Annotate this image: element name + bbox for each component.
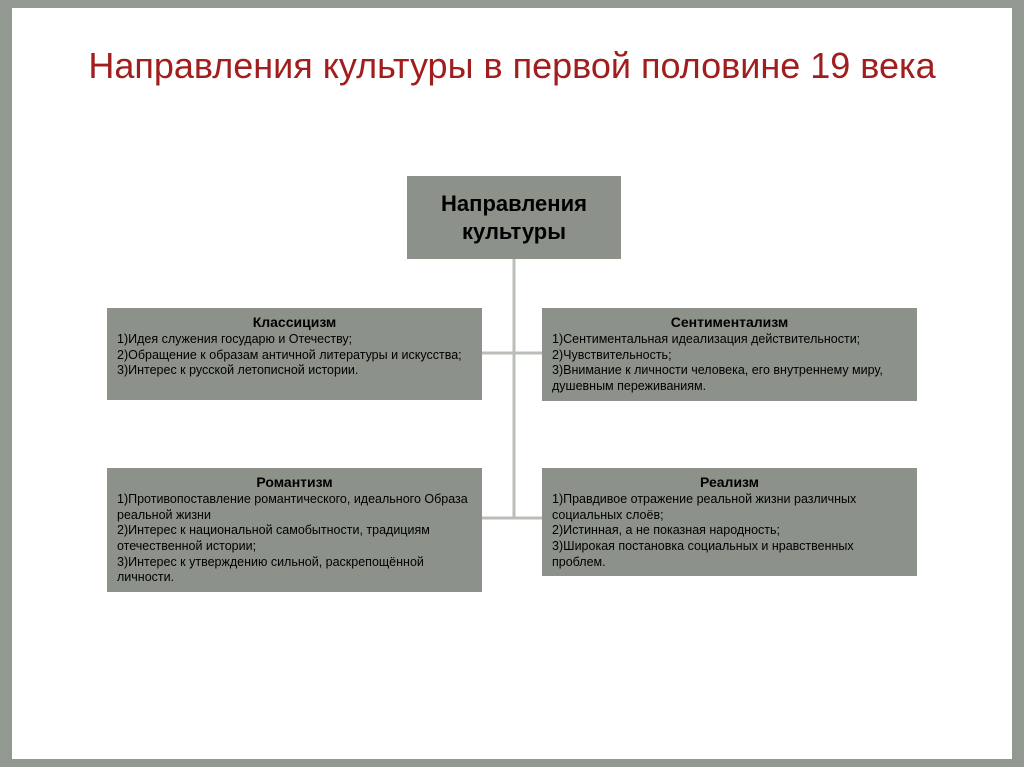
- node-body: 1)Идея служения государю и Отечеству;2)О…: [117, 332, 472, 379]
- node-header: Романтизм: [117, 474, 472, 490]
- root-line1: Направления: [429, 190, 599, 218]
- root-node: Направления культуры: [407, 176, 621, 259]
- root-line2: культуры: [429, 218, 599, 246]
- node-body: 1)Сентиментальная идеализация действител…: [552, 332, 907, 395]
- node-body: 1)Правдивое отражение реальной жизни раз…: [552, 492, 907, 570]
- node-classicism: Классицизм 1)Идея служения государю и От…: [107, 308, 482, 400]
- node-header: Классицизм: [117, 314, 472, 330]
- slide-title: Направления культуры в первой половине 1…: [12, 44, 1012, 87]
- node-header: Сентиментализм: [552, 314, 907, 330]
- node-romanticism: Романтизм 1)Противопоставление романтиче…: [107, 468, 482, 592]
- node-body: 1)Противопоставление романтического, иде…: [117, 492, 472, 586]
- node-sentimentalism: Сентиментализм 1)Сентиментальная идеализ…: [542, 308, 917, 401]
- node-realism: Реализм 1)Правдивое отражение реальной ж…: [542, 468, 917, 576]
- node-header: Реализм: [552, 474, 907, 490]
- slide: Направления культуры в первой половине 1…: [12, 8, 1012, 759]
